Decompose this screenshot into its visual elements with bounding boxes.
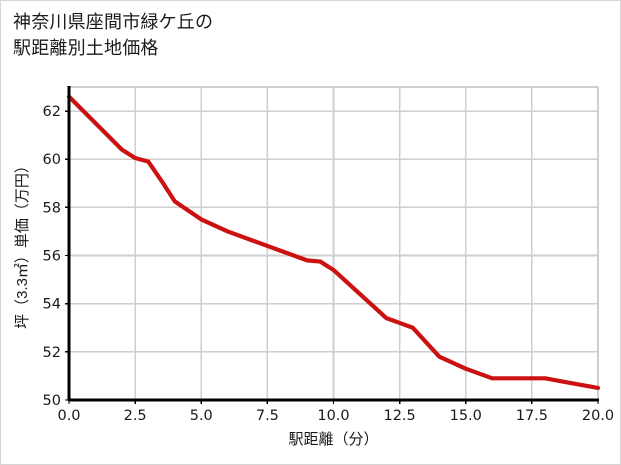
ytick-label: 62 [43,104,61,120]
data-series-line [66,94,601,391]
xtick-label: 0.0 [57,408,80,424]
tickmarks-group [65,110,599,404]
xtick-label: 5.0 [190,408,213,424]
tick-labels-group: 0.0 2.5 5.0 7.5 10.0 12.5 15.0 17.5 20.0 50 52 54 56… [43,104,615,424]
xtick-label: 7.5 [256,408,279,424]
gridlines-group [68,86,599,401]
x-axis-title: 駅距離（分） [288,430,378,448]
y-axis-title: 坪（3.3㎡）単価（万円） [14,158,31,329]
ytick-label: 58 [43,200,61,216]
ytick-label: 56 [43,249,61,265]
xtick-label: 17.5 [516,408,548,424]
xtick-label: 10.0 [317,408,349,424]
chart-title: 神奈川県座間市緑ケ丘の 駅距離別土地価格 [13,12,214,59]
ytick-label: 52 [43,345,61,361]
xtick-label: 15.0 [450,408,482,424]
xtick-label: 2.5 [124,408,147,424]
ytick-label: 50 [43,393,61,409]
ytick-label: 54 [43,297,61,313]
ytick-label: 60 [43,152,61,168]
data-line-group [66,94,601,391]
xtick-label: 20.0 [582,408,614,424]
axis-spines-group [67,86,599,402]
axis-titles-group: 駅距離（分） 坪（3.3㎡）単価（万円） [14,158,379,448]
xtick-label: 12.5 [383,408,415,424]
